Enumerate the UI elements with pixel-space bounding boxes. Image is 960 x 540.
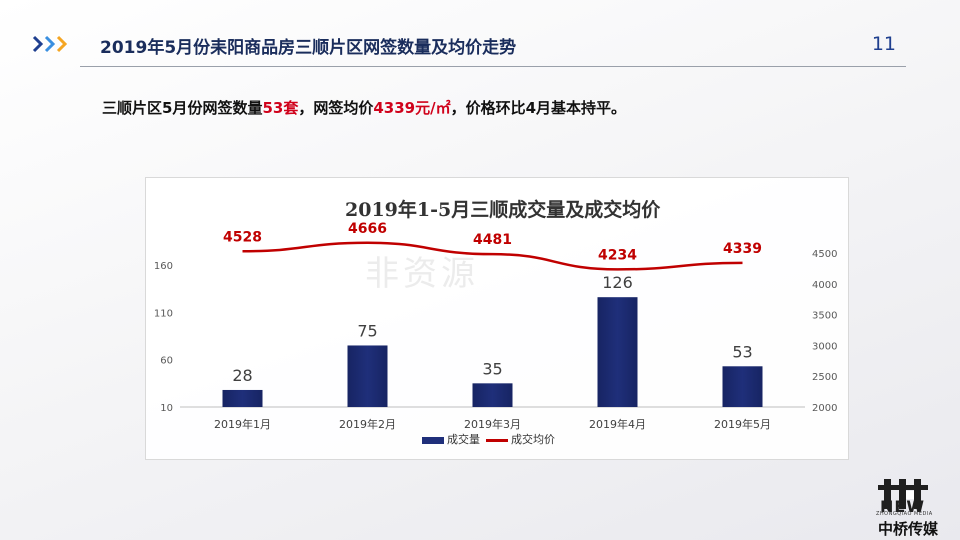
bar-volume — [347, 345, 388, 407]
x-tick-label: 2019年5月 — [714, 417, 771, 431]
legend-line-swatch — [486, 438, 508, 442]
header-divider — [80, 66, 906, 67]
legend-label-volume: 成交量 — [447, 433, 480, 446]
line-data-label: 4339 — [723, 241, 762, 257]
left-tick-label: 60 — [160, 356, 173, 367]
summary-units: 53套 — [262, 99, 299, 117]
summary-price: 4339元/㎡ — [373, 99, 451, 117]
chart-panel — [145, 177, 849, 460]
x-tick-label: 2019年4月 — [589, 417, 646, 431]
right-tick-label: 4000 — [812, 280, 837, 291]
page-number: 11 — [871, 33, 896, 55]
bar-volume — [222, 389, 263, 407]
summary-part3: ，价格环比4月基本持平。 — [450, 99, 627, 117]
left-tick-label: 10 — [160, 403, 173, 414]
line-avg-price — [242, 241, 743, 271]
bar-volume — [472, 383, 513, 407]
right-tick-label: 2500 — [812, 372, 837, 383]
legend-label-price: 成交均价 — [511, 433, 555, 446]
chart-legend: 成交量 成交均价 — [422, 431, 555, 447]
summary-text: 三顺片区5月份网签数量53套，网签均价4339元/㎡，价格环比4月基本持平。 — [102, 97, 626, 118]
bar-data-label: 75 — [357, 321, 377, 340]
x-tick-label: 2019年2月 — [339, 417, 396, 431]
page-title: 2019年5月份耒阳商品房三顺片区网签数量及均价走势 — [100, 38, 517, 58]
bar-volume — [597, 297, 638, 407]
left-tick-label: 110 — [154, 308, 173, 319]
right-tick-label: 2000 — [812, 403, 837, 414]
right-tick-label: 3000 — [812, 341, 837, 352]
right-tick-label: 3500 — [812, 311, 837, 322]
brand-cn: 中桥传媒 — [878, 520, 939, 538]
bar-data-label: 28 — [232, 366, 252, 385]
brand-logo-icon — [878, 479, 928, 509]
left-tick-label: 160 — [154, 261, 173, 272]
bar-data-label: 126 — [602, 273, 633, 292]
x-tick-label: 2019年1月 — [214, 417, 271, 431]
bar-data-label: 35 — [482, 359, 502, 378]
legend-bar-swatch — [422, 436, 444, 444]
brand-en: NEW — [880, 497, 925, 516]
brand-sub: ZHONGQIAO MEDIA — [876, 511, 933, 517]
x-tick-label: 2019年3月 — [464, 417, 521, 431]
line-data-label: 4481 — [473, 232, 512, 248]
bar-data-label: 53 — [732, 342, 752, 361]
summary-part1: 三顺片区5月份网签数量 — [102, 99, 263, 117]
header-chevron-icon — [32, 35, 68, 53]
line-data-label: 4666 — [348, 221, 387, 237]
watermark: 非资源 — [365, 254, 479, 294]
line-data-label: 4528 — [223, 229, 262, 245]
bar-volume — [722, 366, 763, 407]
summary-part2: ，网签均价 — [298, 99, 374, 117]
right-tick-label: 4500 — [812, 249, 837, 260]
chart-title: 2019年1-5月三顺成交量及成交均价 — [345, 199, 661, 221]
line-data-label: 4234 — [598, 247, 637, 263]
